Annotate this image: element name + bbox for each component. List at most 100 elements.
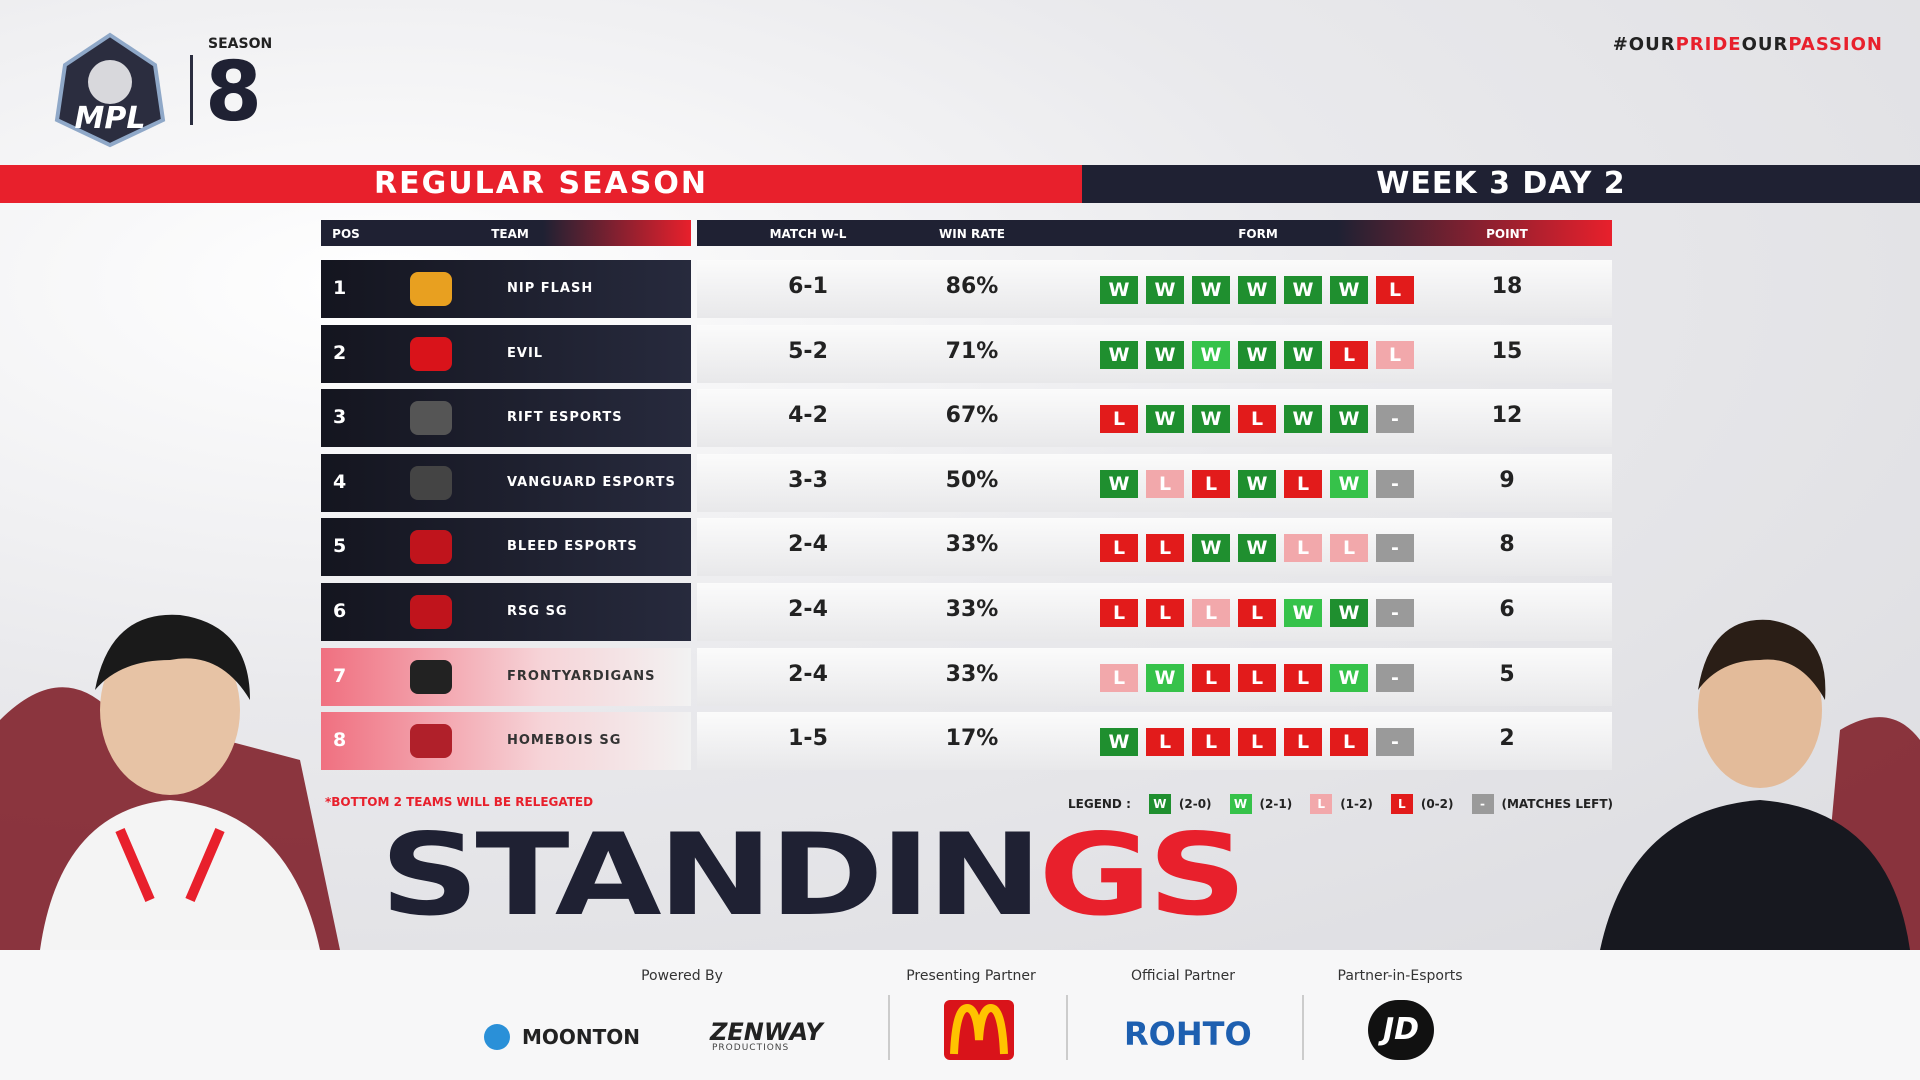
pos: 2 bbox=[333, 341, 347, 364]
team-name: HOMEBOIS SG bbox=[507, 733, 622, 749]
legend-swatch: W bbox=[1229, 794, 1252, 814]
separator bbox=[888, 995, 890, 1060]
sponsor-label: Partner-in-Esports bbox=[1337, 968, 1463, 984]
pos: 6 bbox=[333, 600, 347, 622]
pos: 3 bbox=[333, 406, 347, 429]
player-left bbox=[0, 614, 340, 950]
form-box: L bbox=[1100, 405, 1138, 434]
team-name: NIP FLASH bbox=[507, 281, 594, 296]
match-wl: 2-4 bbox=[788, 597, 828, 622]
form-box: W bbox=[1100, 469, 1138, 498]
pos: 8 bbox=[333, 729, 347, 752]
point: 12 bbox=[1491, 403, 1523, 429]
form-box: W bbox=[1284, 340, 1322, 369]
team-panel bbox=[321, 583, 691, 641]
form-box: L bbox=[1146, 469, 1184, 498]
hashtag-part: PRIDE bbox=[1675, 34, 1742, 55]
hashtag-part: OUR bbox=[1741, 34, 1789, 55]
form-box: W bbox=[1330, 405, 1368, 434]
form-box: W bbox=[1284, 405, 1322, 434]
relegation-note: *BOTTOM 2 TEAMS WILL BE RELEGATED bbox=[325, 795, 594, 809]
legend-caption: (2-0) bbox=[1178, 797, 1212, 811]
standings-title: STANDINGS bbox=[380, 818, 1247, 933]
table-row: 4 VANGUARD ESPORTS 3-3 50% W L L W L W -9 bbox=[0, 453, 1920, 512]
form-box: L bbox=[1330, 728, 1368, 757]
banner-left: REGULAR SEASON bbox=[0, 165, 1082, 203]
form-box: L bbox=[1192, 469, 1230, 498]
win-rate: 67% bbox=[945, 403, 999, 429]
form-box: L bbox=[1192, 728, 1230, 757]
column-header: FORM bbox=[1238, 227, 1278, 241]
point: 15 bbox=[1491, 338, 1523, 364]
form-box: L bbox=[1100, 599, 1138, 627]
form-box: W bbox=[1146, 340, 1184, 369]
team-logo bbox=[410, 401, 452, 436]
form-box: L bbox=[1330, 340, 1368, 369]
form-box: L bbox=[1192, 663, 1230, 692]
form-box: L bbox=[1284, 469, 1322, 498]
moonton-logo: MOONTON bbox=[522, 1025, 641, 1049]
form-box: L bbox=[1284, 663, 1322, 692]
zenway-logo: ZENWAY bbox=[710, 1018, 823, 1046]
win-rate: 71% bbox=[945, 338, 999, 364]
win-rate: 33% bbox=[945, 532, 999, 558]
team-logo bbox=[410, 530, 452, 565]
form-box: W bbox=[1100, 728, 1138, 757]
point: 2 bbox=[1499, 726, 1515, 752]
sponsor-label: Official Partner bbox=[1131, 968, 1235, 984]
point: 8 bbox=[1499, 532, 1515, 558]
team-logo bbox=[410, 595, 452, 629]
column-header: WIN RATE bbox=[939, 227, 1005, 241]
team-panel bbox=[321, 260, 691, 318]
form-box: W bbox=[1330, 663, 1368, 692]
form-box: W bbox=[1284, 599, 1322, 627]
form-box: L bbox=[1146, 599, 1184, 627]
team-name: RIFT ESPORTS bbox=[507, 410, 623, 426]
point: 18 bbox=[1491, 274, 1523, 299]
table-row: 3 RIFT ESPORTS 4-2 67% L W W L W W -12 bbox=[0, 389, 1920, 448]
form-box: W bbox=[1238, 340, 1276, 369]
form-box: W bbox=[1330, 599, 1368, 627]
mcdonalds-logo bbox=[944, 1000, 1014, 1060]
team-name: FRONTYARDIGANS bbox=[507, 668, 656, 684]
form-box: W bbox=[1284, 276, 1322, 304]
form-box: W bbox=[1192, 405, 1230, 434]
form-box: W bbox=[1146, 663, 1184, 692]
legend-caption: (1-2) bbox=[1340, 797, 1373, 811]
mpl-logo: MPL bbox=[54, 32, 166, 148]
moonton-icon bbox=[484, 1024, 510, 1050]
form-box: L bbox=[1100, 534, 1138, 563]
form-box: - bbox=[1376, 663, 1414, 692]
hashtag-part: #OUR bbox=[1612, 34, 1676, 55]
form-box: W bbox=[1192, 534, 1230, 563]
form-box: L bbox=[1100, 663, 1138, 692]
form-box: W bbox=[1192, 276, 1230, 304]
table-row: 8 HOMEBOIS SG 1-5 17% W L L L L L -2 bbox=[0, 712, 1920, 771]
match-wl: 2-4 bbox=[788, 661, 828, 687]
title-red: GS bbox=[1038, 808, 1248, 941]
table-row: 7 FRONTYARDIGANS 2-4 33% L W L L L W -5 bbox=[0, 647, 1920, 706]
legend-swatch: L bbox=[1390, 794, 1413, 814]
legend-swatch: - bbox=[1471, 794, 1494, 814]
form-box: W bbox=[1238, 276, 1276, 304]
legend: LEGEND : W (2-0) W (2-1) L (1-2) L (0-2) - (MATCH… bbox=[1068, 792, 1613, 816]
form-box: L bbox=[1376, 276, 1414, 304]
logo-text: MPL bbox=[75, 101, 146, 136]
team-name: BLEED ESPORTS bbox=[507, 539, 638, 555]
pos: 1 bbox=[333, 277, 347, 299]
separator bbox=[1302, 995, 1304, 1060]
player-right bbox=[1600, 619, 1920, 950]
form-box: W bbox=[1192, 340, 1230, 369]
legend-swatch: L bbox=[1310, 794, 1333, 814]
form-box: L bbox=[1376, 340, 1414, 369]
form-box: W bbox=[1146, 276, 1184, 304]
legend-caption: (2-1) bbox=[1259, 797, 1293, 811]
team-panel bbox=[321, 324, 691, 383]
win-rate: 86% bbox=[945, 274, 999, 299]
hashtag: #OURPRIDEOURPASSION bbox=[1613, 34, 1883, 55]
column-header: TEAM bbox=[491, 227, 529, 241]
form-box: L bbox=[1330, 534, 1368, 563]
column-header: POINT bbox=[1486, 227, 1528, 241]
form-box: - bbox=[1376, 469, 1414, 498]
